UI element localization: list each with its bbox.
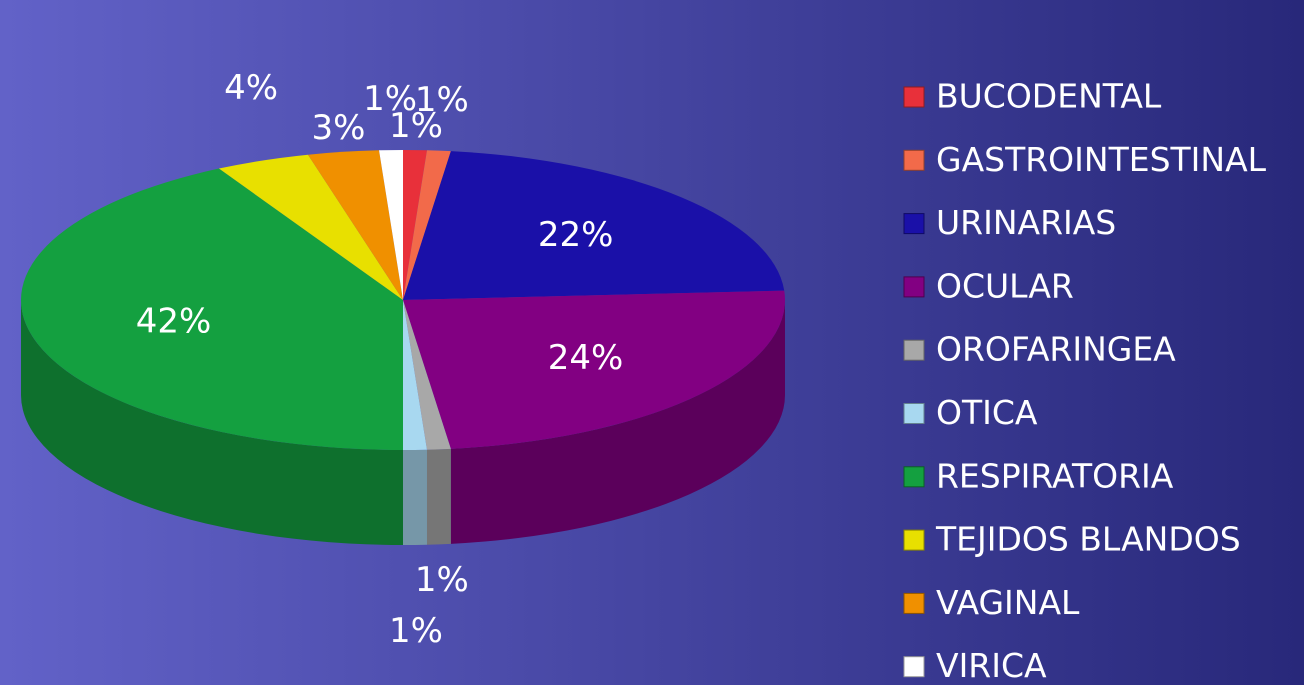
legend-label: BUCODENTAL (936, 77, 1162, 116)
pie-slice-side (403, 449, 427, 545)
data-label: 4% (224, 68, 278, 108)
pie-slice (403, 300, 427, 450)
legend-swatch (903, 149, 925, 171)
data-label: 1% (415, 560, 469, 600)
pie-slice (379, 150, 403, 300)
data-label: 24% (548, 338, 624, 378)
data-label: 1% (415, 80, 469, 120)
data-label: 1% (389, 611, 443, 651)
legend-swatch (903, 656, 925, 678)
legend-swatch (903, 529, 925, 551)
legend-swatch (903, 86, 925, 108)
data-label: 3% (311, 108, 365, 148)
data-label: 1% (363, 79, 417, 119)
pie-slice-side (21, 300, 403, 545)
data-label: 1% (389, 106, 443, 146)
pie-slice-side (426, 448, 451, 545)
legend-label: GASTROINTESTINAL (936, 140, 1267, 179)
legend-label: TEJIDOS BLANDOS (935, 520, 1241, 559)
pie-slice (403, 290, 785, 449)
legend-label: VAGINAL (936, 583, 1080, 622)
legend-label: OTICA (936, 393, 1038, 432)
legend-swatch (903, 213, 925, 235)
pie-slice (403, 150, 427, 300)
pie-slice (403, 150, 451, 300)
pie-slice (403, 151, 785, 300)
pie-slice-side (450, 300, 785, 544)
legend-label: URINARIAS (936, 203, 1116, 242)
legend-swatch (903, 466, 925, 488)
legend-label: OCULAR (936, 266, 1074, 305)
pie-slice (403, 300, 451, 450)
legend-swatch (903, 339, 925, 361)
pie-slice (20, 168, 403, 450)
legend-swatch (903, 276, 925, 298)
legend-swatch (903, 403, 925, 424)
legend-label: RESPIRATORIA (936, 456, 1174, 495)
legend-label: OROFARINGEA (936, 330, 1176, 369)
pie-slice (308, 150, 403, 300)
legend-label: VIRICA (936, 646, 1047, 685)
legend-swatch (903, 592, 925, 614)
data-label: 22% (538, 215, 614, 255)
pie-slice (218, 154, 403, 300)
data-label: 42% (136, 302, 212, 342)
